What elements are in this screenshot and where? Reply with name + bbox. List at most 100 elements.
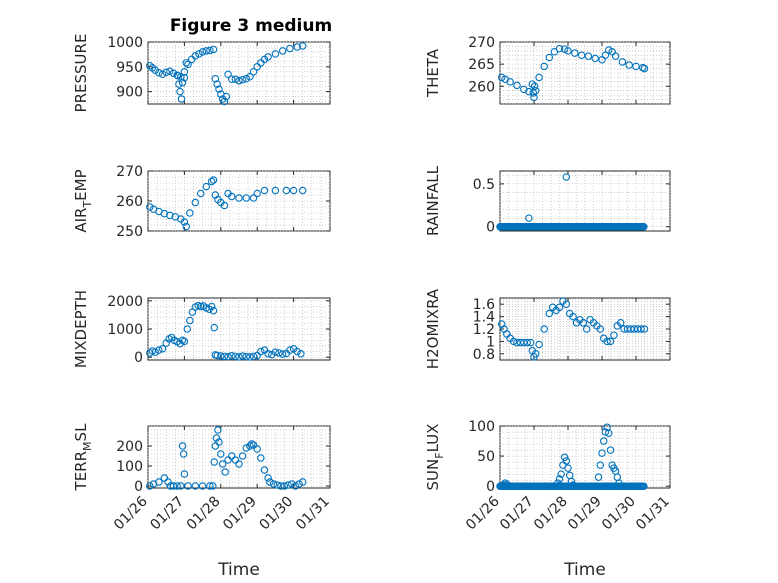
data-point (217, 352, 225, 360)
y-label-rest: SL (72, 423, 90, 442)
data-point (184, 482, 192, 490)
data-point (169, 482, 178, 490)
data-point (295, 480, 303, 488)
x-tick-label: 01/26 (463, 493, 503, 533)
data-point (198, 48, 207, 56)
data-point (231, 352, 240, 361)
data-point (184, 60, 192, 69)
data-point (218, 460, 227, 468)
y-label-rest: EMP (72, 169, 90, 200)
data-point (632, 62, 640, 71)
data-point (278, 350, 287, 358)
data-point (535, 73, 543, 82)
x-axis-label: Time (563, 560, 606, 580)
data-point (191, 52, 200, 60)
x-tick-label: 01/27 (147, 494, 187, 534)
data-point (271, 186, 280, 195)
data-point (206, 482, 214, 490)
data-point (178, 442, 187, 450)
data-point (215, 85, 223, 93)
data-point (525, 214, 533, 222)
subplot-mixdepth: 0 1000 2000 MIXDEPTH (72, 290, 331, 368)
data-point (206, 46, 214, 55)
data-point (562, 173, 571, 181)
data-point (220, 352, 229, 361)
data-point (284, 481, 292, 489)
data-point (169, 69, 178, 77)
data-point (195, 50, 203, 58)
data-point (155, 69, 163, 77)
subplot-pressure: 900 950 1000 PRESSURE (72, 34, 331, 113)
subplot-h2omixra: 0.811.21.41.6 H2OMIXRA (424, 288, 671, 369)
x-tick-label: 01/28 (184, 494, 224, 534)
data-point (162, 68, 170, 77)
data-point (246, 72, 254, 81)
x-tick-label: 01/30 (599, 494, 639, 534)
data-point (198, 482, 207, 490)
data-point (238, 452, 247, 460)
data-point (227, 192, 236, 201)
data-point (257, 454, 265, 462)
y-axis-label: RAINFALL (424, 165, 442, 236)
data-point (277, 482, 285, 490)
data-point (605, 429, 613, 437)
y-axis-label: PRESSURE (72, 34, 90, 113)
data-point (545, 309, 554, 318)
data-point (618, 58, 627, 66)
data-point (298, 478, 307, 486)
data-point (246, 353, 254, 361)
data-point (191, 198, 200, 207)
data-point (571, 49, 579, 57)
data-point (166, 211, 174, 220)
data-point (562, 457, 571, 465)
y-label-main: TERR (72, 451, 90, 492)
data-point (221, 468, 229, 476)
data-point (280, 482, 289, 490)
data-point (179, 450, 188, 458)
data-point (275, 349, 283, 357)
data-point (197, 189, 205, 198)
data-point (178, 336, 187, 345)
data-point (175, 80, 183, 88)
y-tick-label: 1.2 (473, 322, 495, 338)
subplot-terr_msl: 0 100 200 TERRMSL 01/2601/2701/2801/2901/300… (72, 423, 333, 580)
data-point (564, 47, 572, 55)
y-tick-label: 0 (134, 479, 143, 495)
data-point (238, 75, 247, 84)
y-tick-label: 250 (116, 224, 143, 240)
data-point (249, 352, 258, 361)
data-point (180, 470, 189, 478)
x-tick-label: 01/31 (633, 494, 673, 534)
data-point (214, 426, 222, 434)
data-point (569, 312, 577, 321)
data-point (298, 42, 307, 50)
data-point (210, 323, 218, 332)
subplot-air_temp: 250 260 270 AIRTEMP (72, 164, 331, 240)
y-tick-label: 2000 (107, 294, 143, 310)
y-axis-label: TERRMSL (72, 423, 94, 492)
data-point (235, 76, 243, 85)
y-tick-label: 900 (116, 85, 143, 101)
data-point (191, 482, 200, 490)
y-axis-label: AIRTEMP (72, 169, 94, 232)
data-point (555, 475, 564, 483)
y-label-subscript: T (81, 201, 94, 209)
data-point (155, 478, 163, 486)
data-point (297, 350, 305, 358)
y-tick-label: 0.5 (473, 177, 495, 193)
y-axis-label: SUNFLUX (424, 424, 446, 491)
data-point (530, 82, 539, 91)
data-point (264, 350, 272, 358)
data-point (599, 437, 608, 445)
data-point (293, 43, 301, 51)
data-point (202, 182, 210, 191)
data-point (231, 75, 240, 83)
data-point (207, 302, 216, 311)
data-point (235, 460, 243, 468)
y-tick-label: 0.8 (473, 347, 495, 363)
y-label-main: AIR (72, 208, 90, 233)
data-point (264, 53, 272, 61)
data-point (601, 428, 610, 436)
data-point (289, 186, 298, 195)
